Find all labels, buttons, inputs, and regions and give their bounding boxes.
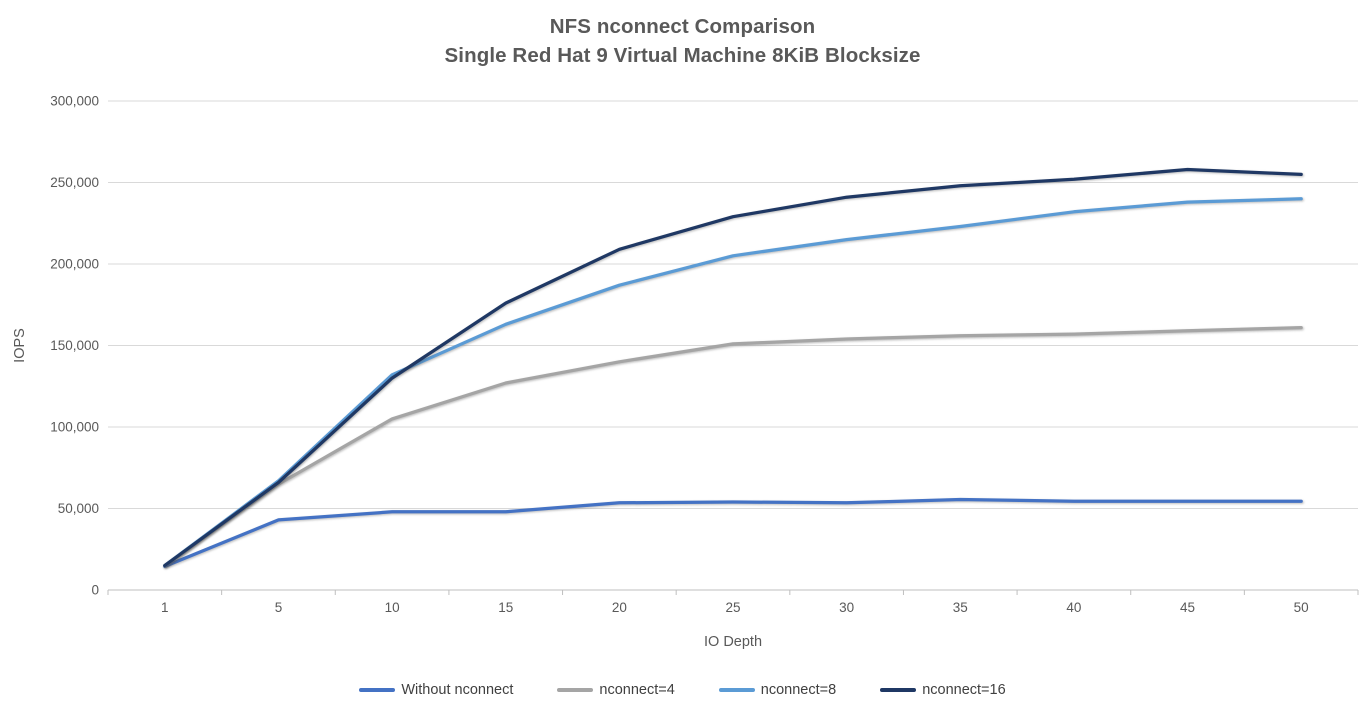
legend-label: nconnect=4 [599,682,675,698]
series-line-nconnect-8 [163,197,1303,568]
series-line-nconnect-4 [163,325,1303,568]
legend-swatch [718,688,755,692]
x-tick-label: 10 [385,600,400,615]
y-tick-label: 0 [91,583,99,598]
legend-swatch [880,688,917,692]
series-line-nconnect-16 [163,167,1303,568]
legend-swatch [557,688,594,692]
y-tick-label: 150,000 [50,338,99,353]
legend-item-nconnect-4: nconnect=4 [557,682,675,698]
x-tick-label: 40 [1066,600,1081,615]
legend-item-without-nconnect: Without nconnect [359,682,513,698]
chart-title-line-2: Single Red Hat 9 Virtual Machine 8KiB Bl… [444,44,921,67]
x-tick-label: 5 [275,600,283,615]
chart-legend: Without nconnect nconnect=4 nconnect=8 ncon… [0,682,1365,698]
x-axis-title: IO Depth [704,634,762,650]
legend-swatch [359,688,396,692]
x-tick-label: 25 [725,600,740,615]
x-tick-label: 1 [161,600,169,615]
y-tick-label: 50,000 [58,501,99,516]
x-tick-label: 30 [839,600,854,615]
series-line-without-nconnect [163,497,1303,569]
chart-title: NFS nconnect Comparison Single Red Hat 9… [0,12,1365,70]
y-tick-label: 250,000 [50,175,99,190]
y-tick-label: 200,000 [50,257,99,272]
x-tick-label: 35 [953,600,968,615]
y-tick-label: 300,000 [50,94,99,109]
y-tick-label: 100,000 [50,420,99,435]
legend-label: nconnect=8 [760,682,837,698]
x-tick-label: 45 [1180,600,1195,615]
legend-label: Without nconnect [401,682,514,698]
legend-item-nconnect-16: nconnect=16 [880,682,1006,698]
y-axis-title: IOPS [12,328,28,363]
x-tick-label: 20 [612,600,627,615]
x-tick-label: 50 [1294,600,1309,615]
x-tick-label: 15 [498,600,513,615]
chart-title-line-1: NFS nconnect Comparison [549,15,816,38]
legend-item-nconnect-8: nconnect=8 [718,682,837,698]
legend-label: nconnect=16 [922,682,1006,698]
